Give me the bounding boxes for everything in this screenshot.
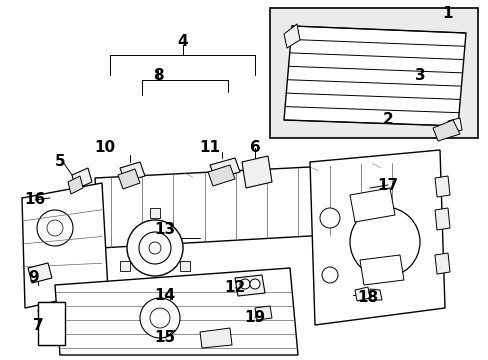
Circle shape [139,232,171,264]
Polygon shape [150,208,160,218]
Polygon shape [118,169,140,189]
Polygon shape [284,24,299,48]
Polygon shape [242,156,271,188]
Polygon shape [180,261,190,270]
Polygon shape [359,255,403,285]
Circle shape [47,220,63,236]
Text: 12: 12 [224,280,245,296]
Circle shape [150,308,170,328]
Text: 17: 17 [377,177,398,193]
Circle shape [37,210,73,246]
Circle shape [321,267,337,283]
Text: 5: 5 [55,154,65,170]
Text: 6: 6 [249,140,260,156]
Circle shape [149,242,161,254]
Polygon shape [309,150,444,325]
Text: 19: 19 [244,310,265,325]
Polygon shape [354,287,369,301]
Bar [269,8,477,138]
Text: 16: 16 [24,193,45,207]
Text: 4: 4 [177,35,188,49]
Text: 8: 8 [152,68,163,82]
Polygon shape [72,168,92,189]
Polygon shape [235,275,264,296]
Polygon shape [434,176,449,197]
Polygon shape [95,162,414,248]
Text: 3: 3 [414,68,425,82]
Text: 13: 13 [154,222,175,238]
Polygon shape [68,176,83,194]
Polygon shape [55,268,297,355]
Text: 7: 7 [33,318,43,333]
Text: 10: 10 [94,140,115,156]
Circle shape [140,298,180,338]
Polygon shape [28,263,52,283]
Polygon shape [207,165,235,186]
Polygon shape [120,162,145,182]
Circle shape [240,279,249,289]
Text: 11: 11 [199,140,220,156]
Polygon shape [200,328,231,348]
Polygon shape [369,289,381,300]
Circle shape [349,207,419,277]
Polygon shape [432,120,459,141]
Polygon shape [284,26,465,126]
Text: 15: 15 [154,330,175,346]
Circle shape [127,220,183,276]
Polygon shape [447,118,461,133]
Polygon shape [434,253,449,274]
Polygon shape [254,306,271,320]
Polygon shape [209,158,240,179]
Circle shape [249,279,260,289]
Circle shape [319,208,339,228]
Polygon shape [38,302,65,345]
Text: 18: 18 [357,291,378,306]
Text: 9: 9 [29,270,39,285]
Polygon shape [349,188,394,222]
Text: 14: 14 [154,288,175,302]
Text: 1: 1 [442,6,452,22]
Text: 2: 2 [382,112,392,127]
Polygon shape [120,261,129,270]
Polygon shape [22,183,108,308]
Polygon shape [434,208,449,230]
